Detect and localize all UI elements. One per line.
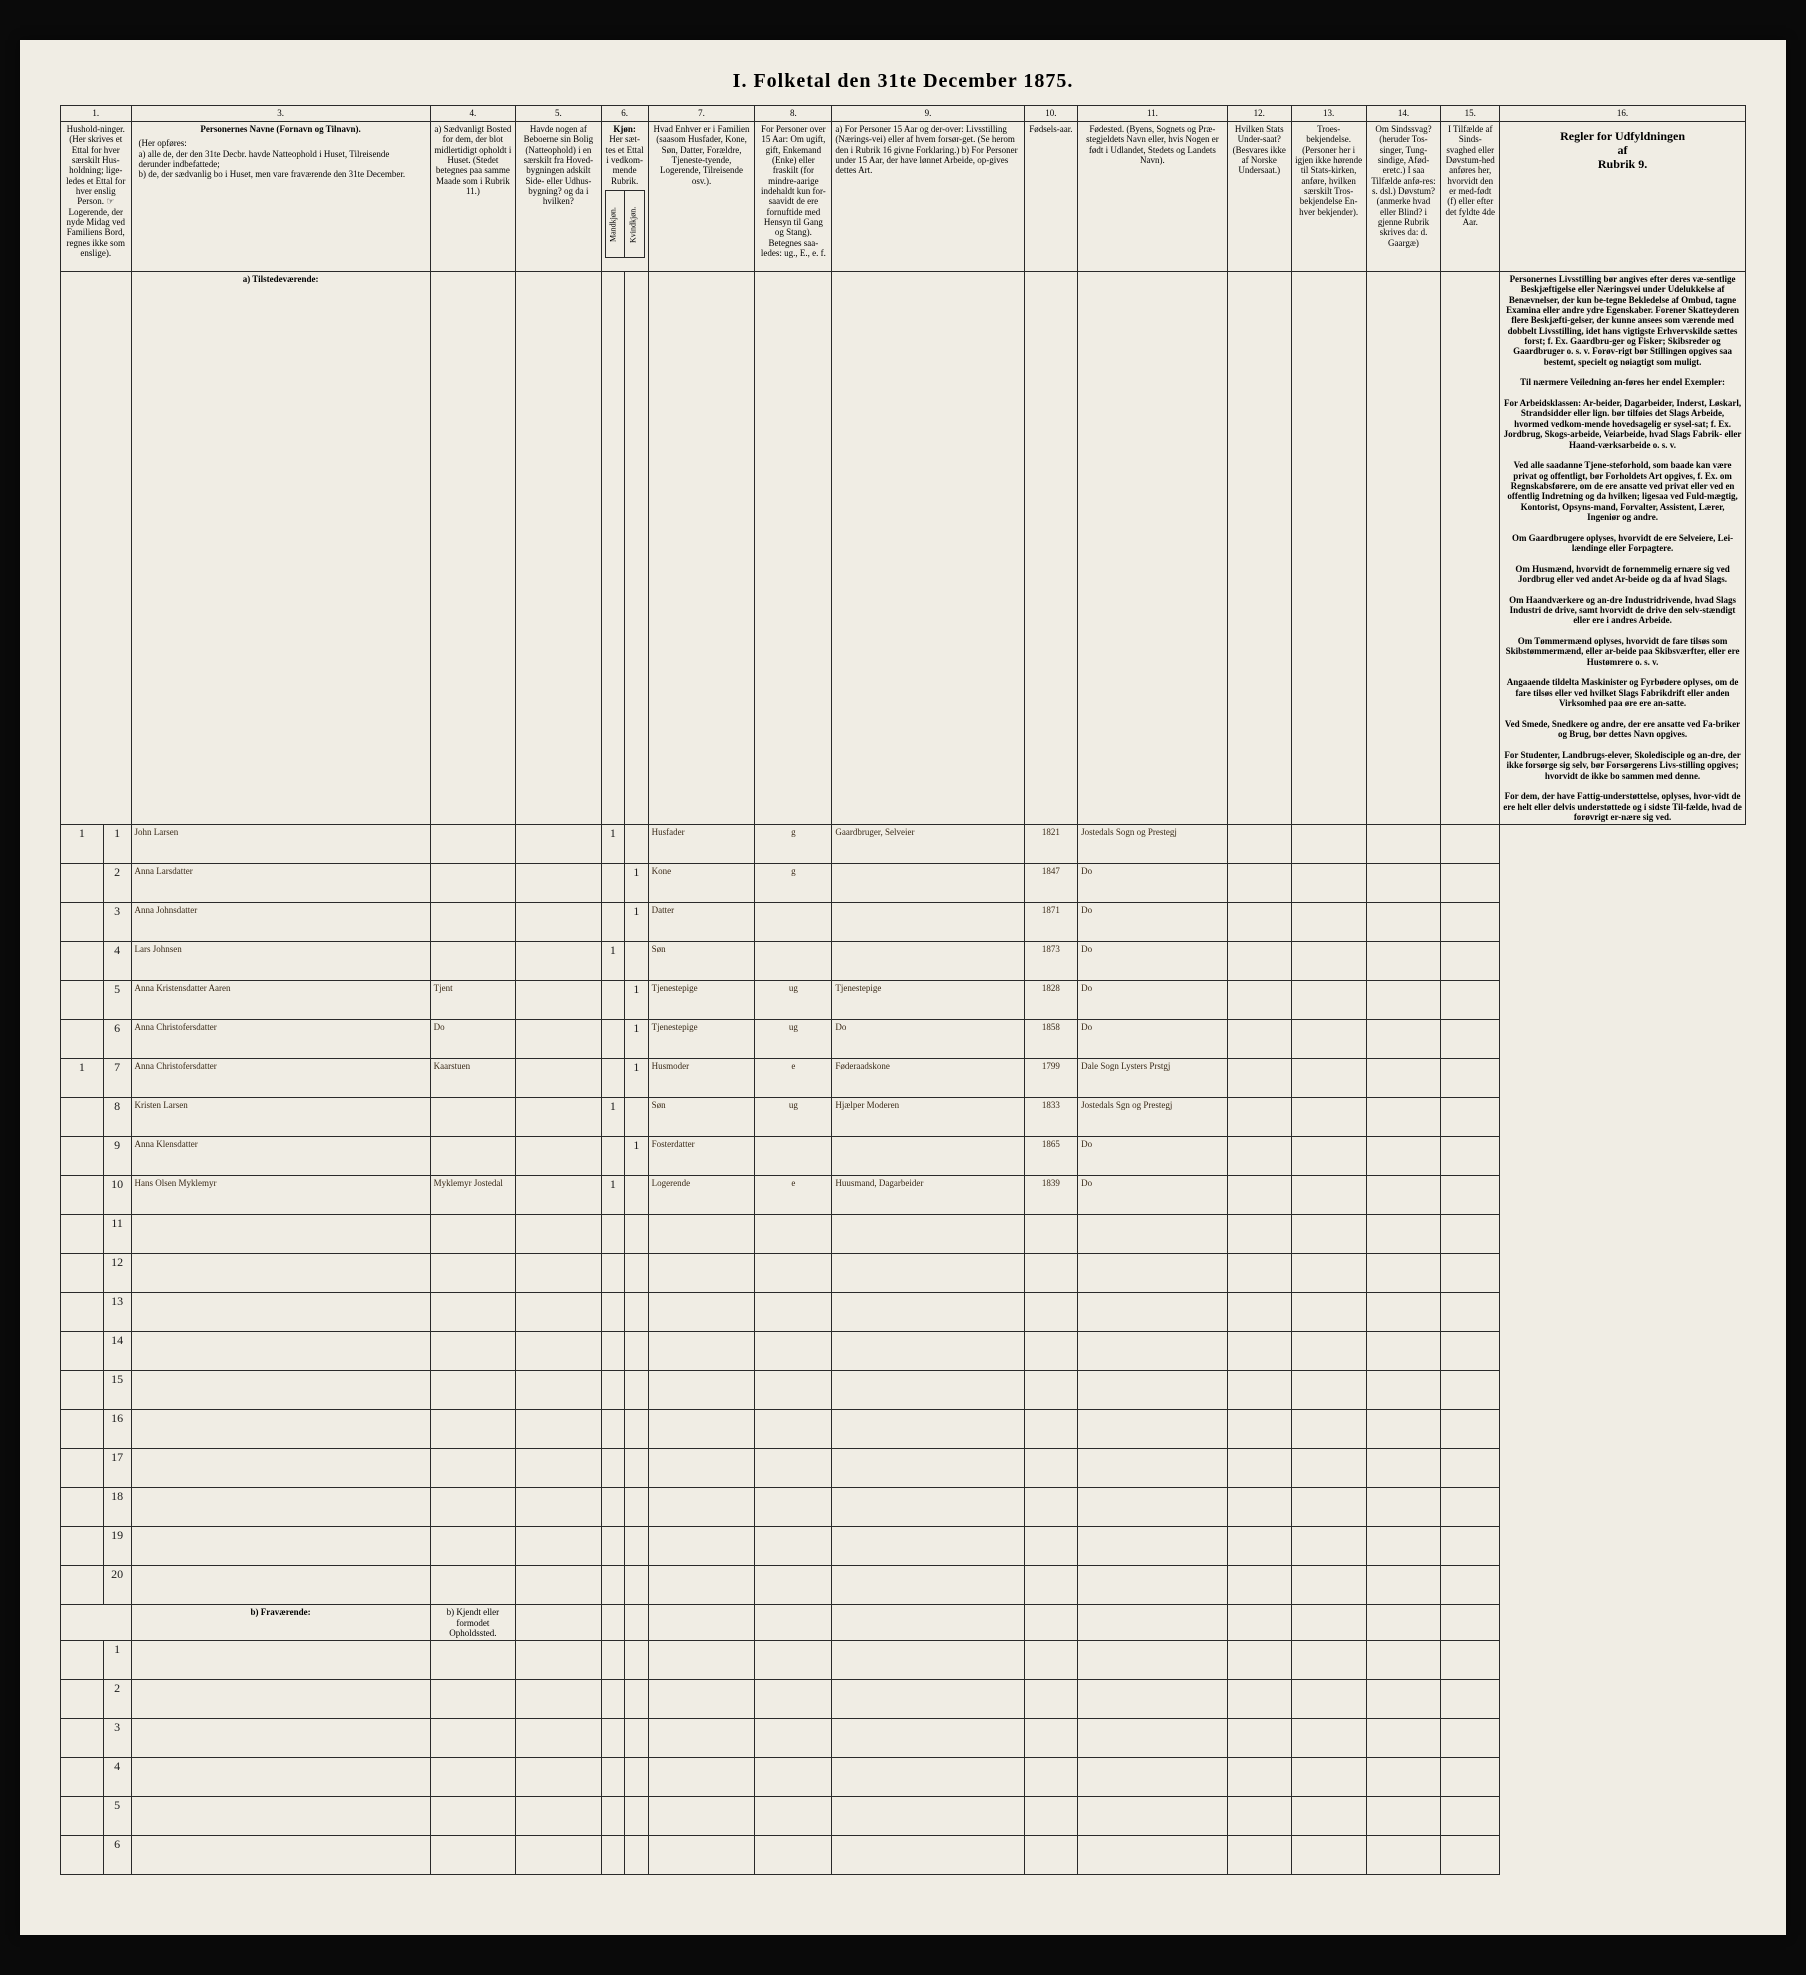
instructions-cell: Personernes Livsstilling bør angives eft… xyxy=(1500,272,1746,825)
blank-a-body: 11121314151617181920 xyxy=(61,1215,1746,1605)
colnum-1: 1. xyxy=(61,106,132,122)
table-row: 4 xyxy=(61,1758,1746,1797)
colnum-9: 9. xyxy=(832,106,1024,122)
table-row: 6Anna ChristofersdatterDo1Tjenestepigeug… xyxy=(61,1020,1746,1059)
section-b-row: b) Fraværende: b) Kjendt eller formodet … xyxy=(61,1605,1746,1641)
table-row: 14 xyxy=(61,1332,1746,1371)
hdr-5: Havde nogen af Beboerne sin Bolig (Natte… xyxy=(516,122,601,272)
table-row: 18 xyxy=(61,1488,1746,1527)
hdr-15: I Tilfælde af Sinds-svaghed eller Døvstu… xyxy=(1441,122,1500,272)
hdr-12: Hvilken Stats Under-saat? (Besvares ikke… xyxy=(1227,122,1291,272)
section-b-label: b) Fraværende: xyxy=(131,1605,430,1641)
hdr-6-m: Mandkjøn. xyxy=(605,191,625,258)
header-row: Hushold-ninger. (Her skrives et Ettal fo… xyxy=(61,122,1746,272)
hdr-1: Hushold-ninger. (Her skrives et Ettal fo… xyxy=(61,122,132,272)
table-row: 2 xyxy=(61,1680,1746,1719)
hdr-3: Personernes Navne (Fornavn og Tilnavn). … xyxy=(131,122,430,272)
table-row: 13 xyxy=(61,1293,1746,1332)
table-row: 11John Larsen1HusfadergGaardbruger, Selv… xyxy=(61,825,1746,864)
table-row: 15 xyxy=(61,1371,1746,1410)
table-row: 20 xyxy=(61,1566,1746,1605)
census-page: I. Folketal den 31te December 1875. 1. 3… xyxy=(20,40,1786,1935)
table-row: 5 xyxy=(61,1797,1746,1836)
colnum-10: 10. xyxy=(1024,106,1077,122)
hdr-10: Fødsels-aar. xyxy=(1024,122,1077,272)
hdr-4: a) Sædvanligt Bosted for dem, der blot m… xyxy=(430,122,515,272)
hdr-7: Hvad Enhver er i Familien (saasom Husfad… xyxy=(648,122,755,272)
table-row: 17 xyxy=(61,1449,1746,1488)
colnum-12: 12. xyxy=(1227,106,1291,122)
table-row: 6 xyxy=(61,1836,1746,1875)
hdr-6-k: Kvindkjøn. xyxy=(625,191,645,258)
hdr-6a: Kjøn: xyxy=(605,124,645,134)
table-row: 1 xyxy=(61,1641,1746,1680)
table-row: 10Hans Olsen MyklemyrMyklemyr Jostedal1L… xyxy=(61,1176,1746,1215)
table-row: 3 xyxy=(61,1719,1746,1758)
colnum-3: 3. xyxy=(131,106,430,122)
table-row: 3Anna Johnsdatter1Datter1871Do xyxy=(61,903,1746,942)
hdr-6b: Her sæt-tes et Ettal i vedkom-mende Rubr… xyxy=(605,134,645,186)
hdr-8: For Personer over 15 Aar: Om ugift, gift… xyxy=(755,122,832,272)
section-a-row: a) Tilstedeværende: Personernes Livsstil… xyxy=(61,272,1746,825)
colnum-16: 16. xyxy=(1500,106,1746,122)
hdr-13: Troes-bekjendelse. (Personer her i igjen… xyxy=(1291,122,1366,272)
census-table: 1. 3. 4. 5. 6. 7. 8. 9. 10. 11. 12. 13. … xyxy=(60,105,1746,1875)
hdr-14: Om Sindssvag? (heruder Tos-singer, Tung-… xyxy=(1366,122,1441,272)
rows-a-body: 11John Larsen1HusfadergGaardbruger, Selv… xyxy=(61,825,1746,1215)
colnum-13: 13. xyxy=(1291,106,1366,122)
hdr-3-body: (Her opføres: a) alle de, der den 31te D… xyxy=(135,134,427,183)
colnum-5: 5. xyxy=(516,106,601,122)
hdr-6: Kjøn: Her sæt-tes et Ettal i vedkom-mend… xyxy=(601,122,648,272)
table-row: 19 xyxy=(61,1527,1746,1566)
colnum-6: 6. xyxy=(601,106,648,122)
colnum-14: 14. xyxy=(1366,106,1441,122)
table-row: 4Lars Johnsen1Søn1873Do xyxy=(61,942,1746,981)
hdr-11: Fødested. (Byens, Sognets og Præ-stegjel… xyxy=(1078,122,1228,272)
section-b-col4: b) Kjendt eller formodet Opholdssted. xyxy=(430,1605,515,1641)
column-numbers-row: 1. 3. 4. 5. 6. 7. 8. 9. 10. 11. 12. 13. … xyxy=(61,106,1746,122)
hdr-3-title: Personernes Navne (Fornavn og Tilnavn). xyxy=(135,124,427,134)
colnum-15: 15. xyxy=(1441,106,1500,122)
table-row: 5Anna Kristensdatter AarenTjent1Tjeneste… xyxy=(61,981,1746,1020)
table-row: 17Anna ChristofersdatterKaarstuen1Husmod… xyxy=(61,1059,1746,1098)
colnum-4: 4. xyxy=(430,106,515,122)
colnum-8: 8. xyxy=(755,106,832,122)
hdr-16-title: Regler for Udfyldningen af Rubrik 9. xyxy=(1503,124,1742,177)
section-a-label: a) Tilstedeværende: xyxy=(131,272,430,825)
table-row: 2Anna Larsdatter1Koneg1847Do xyxy=(61,864,1746,903)
hdr-9: a) For Personer 15 Aar og der-over: Livs… xyxy=(832,122,1024,272)
table-row: 16 xyxy=(61,1410,1746,1449)
colnum-11: 11. xyxy=(1078,106,1228,122)
hdr-16: Regler for Udfyldningen af Rubrik 9. xyxy=(1500,122,1746,272)
table-row: 11 xyxy=(61,1215,1746,1254)
table-row: 8Kristen Larsen1SønugHjælper Moderen1833… xyxy=(61,1098,1746,1137)
colnum-7: 7. xyxy=(648,106,755,122)
blank-b-body: 123456 xyxy=(61,1641,1746,1875)
table-row: 12 xyxy=(61,1254,1746,1293)
page-title: I. Folketal den 31te December 1875. xyxy=(60,70,1746,93)
table-row: 9Anna Klensdatter1Fosterdatter1865Do xyxy=(61,1137,1746,1176)
instructions-text: Personernes Livsstilling bør angives eft… xyxy=(1503,274,1742,822)
